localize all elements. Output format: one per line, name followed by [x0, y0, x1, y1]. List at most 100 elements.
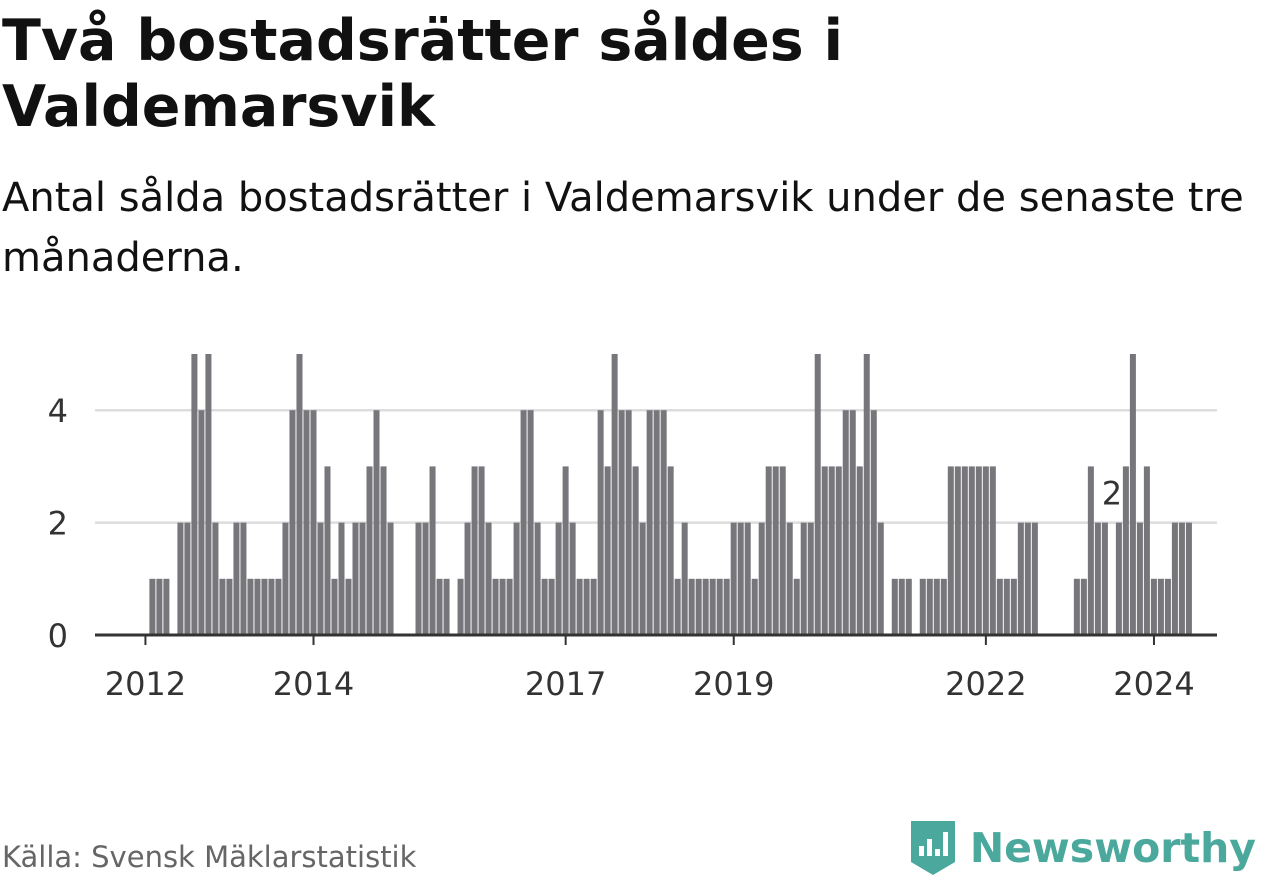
bar [1010, 578, 1017, 635]
x-tick-label: 2019 [693, 665, 774, 703]
bar [163, 578, 170, 635]
bar [590, 578, 597, 635]
bar [289, 410, 296, 635]
x-tick-label: 2024 [1113, 665, 1194, 703]
brand-name: Newsworthy [969, 824, 1256, 872]
source-note: Källa: Svensk Mäklarstatistik [2, 840, 417, 874]
bar [989, 466, 996, 635]
bar [625, 410, 632, 635]
bar [415, 522, 422, 635]
bar [569, 522, 576, 635]
bar [443, 578, 450, 635]
bar [345, 578, 352, 635]
chart-subtitle: Antal sålda bostadsrätter i Valdemarsvik… [2, 175, 1244, 281]
bar [191, 354, 198, 635]
bar [583, 578, 590, 635]
bar [695, 578, 702, 635]
bar [947, 466, 954, 635]
bar [1178, 522, 1185, 635]
bar [457, 578, 464, 635]
bar [1073, 578, 1080, 635]
bar [233, 522, 240, 635]
bar [184, 522, 191, 635]
bar [730, 522, 737, 635]
bar [1143, 466, 1150, 635]
bar [702, 578, 709, 635]
bar [996, 578, 1003, 635]
bar [177, 522, 184, 635]
bar [492, 578, 499, 635]
bar [723, 578, 730, 635]
bar [1136, 522, 1143, 635]
bar [716, 578, 723, 635]
bar [1171, 522, 1178, 635]
x-tick-label: 2022 [945, 665, 1026, 703]
brand-logo: Newsworthy [908, 818, 1256, 878]
bar [282, 522, 289, 635]
bar [254, 578, 261, 635]
bar [954, 466, 961, 635]
bar [639, 522, 646, 635]
x-axis: 2012 2014 2017 2019 2022 2024 [95, 633, 1217, 703]
bar [1003, 578, 1010, 635]
bars [149, 354, 1192, 635]
bar [905, 578, 912, 635]
annotations: 2 [1102, 475, 1122, 513]
bar [478, 466, 485, 635]
bar [527, 410, 534, 635]
bar [786, 522, 793, 635]
bar [303, 410, 310, 635]
bar [1080, 578, 1087, 635]
bar [1087, 466, 1094, 635]
bar [1157, 578, 1164, 635]
bar [1101, 522, 1108, 635]
bar [779, 466, 786, 635]
bar [436, 578, 443, 635]
bar [212, 522, 219, 635]
bar [422, 522, 429, 635]
bar [765, 466, 772, 635]
bar [870, 410, 877, 635]
newsworthy-logo-icon [910, 821, 955, 875]
bar-chart: 0 2 4 2012 2014 2017 2019 2022 2024 2 [48, 354, 1217, 703]
y-tick-label: 0 [48, 617, 68, 655]
bar [310, 410, 317, 635]
bar [604, 466, 611, 635]
bar [429, 466, 436, 635]
y-tick-label: 4 [48, 392, 68, 430]
highlight-value-label: 2 [1102, 475, 1122, 513]
bar [1185, 522, 1192, 635]
bar [835, 466, 842, 635]
x-tick-label: 2012 [105, 665, 186, 703]
y-tick-label: 2 [48, 505, 68, 543]
bar [828, 466, 835, 635]
bar [891, 578, 898, 635]
bar [814, 354, 821, 635]
bar [464, 522, 471, 635]
bar [597, 410, 604, 635]
bar [849, 410, 856, 635]
bar [359, 522, 366, 635]
bar [982, 466, 989, 635]
bar [156, 578, 163, 635]
bar [660, 410, 667, 635]
bar [968, 466, 975, 635]
bar [373, 410, 380, 635]
bar [1164, 578, 1171, 635]
bar [268, 578, 275, 635]
bar [387, 522, 394, 635]
bar [961, 466, 968, 635]
bar [261, 578, 268, 635]
bar [247, 578, 254, 635]
bar [926, 578, 933, 635]
bar [919, 578, 926, 635]
bar [485, 522, 492, 635]
bar [793, 578, 800, 635]
bar [807, 522, 814, 635]
bar [338, 522, 345, 635]
bar [709, 578, 716, 635]
y-axis: 0 2 4 [48, 392, 68, 655]
bar [758, 522, 765, 635]
bar [506, 578, 513, 635]
bar [856, 466, 863, 635]
